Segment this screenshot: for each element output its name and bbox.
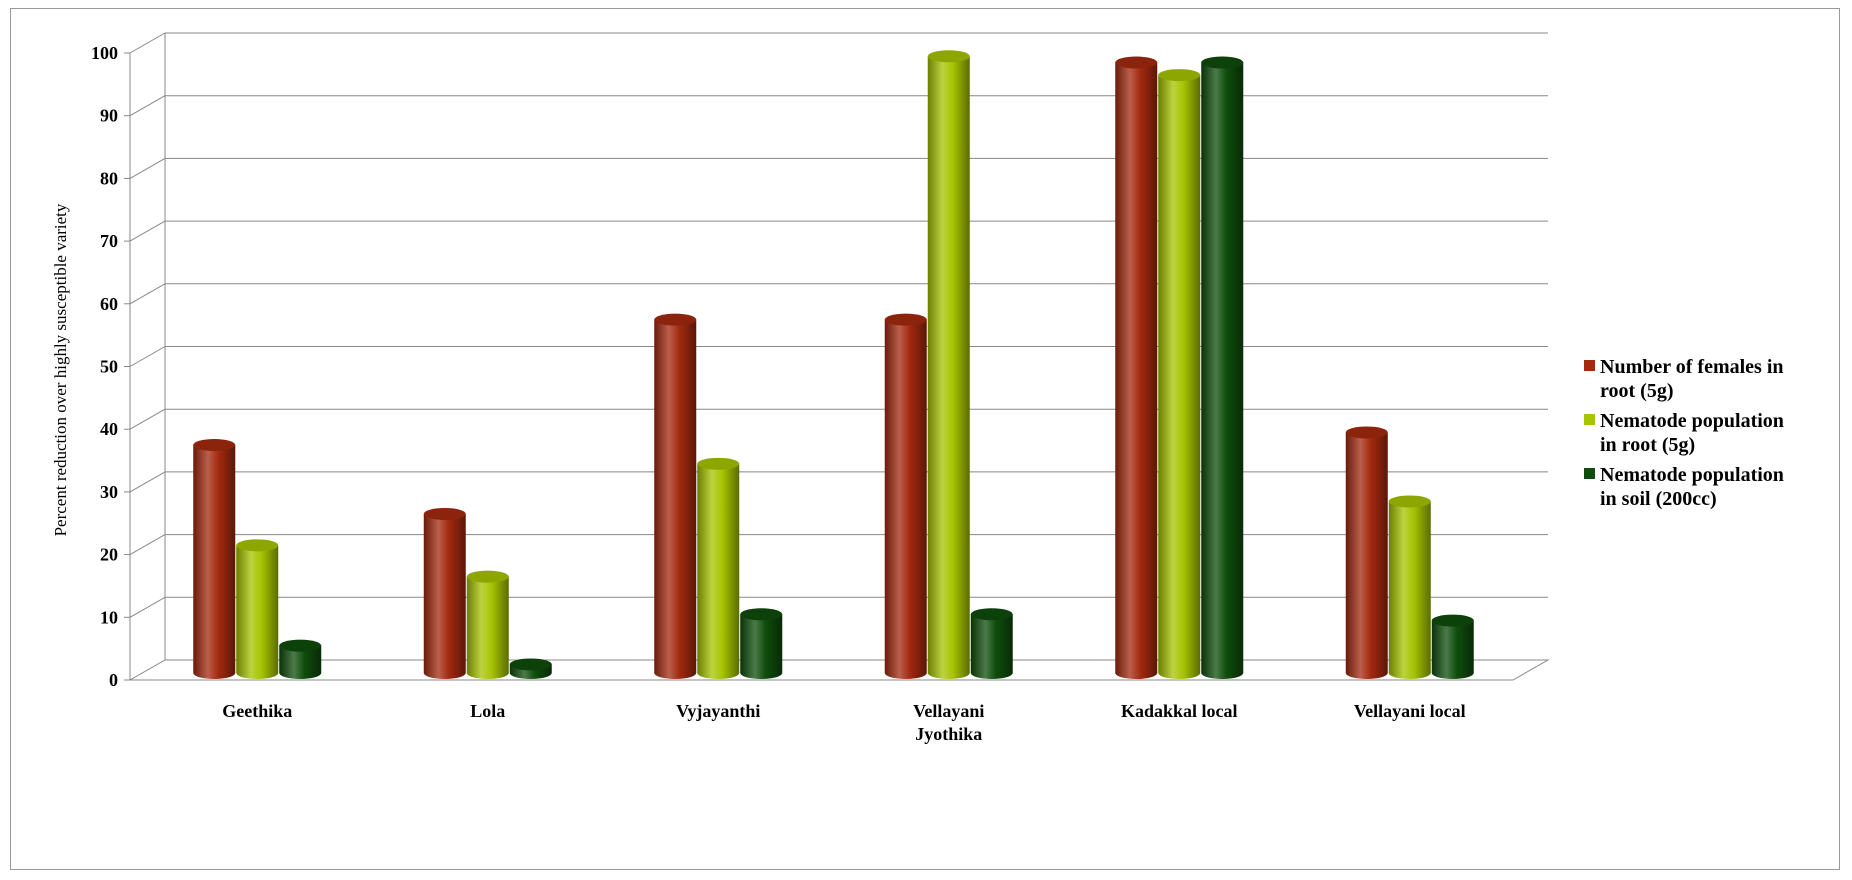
bar xyxy=(970,608,1013,679)
legend-label: Number of females in root (5g) xyxy=(1600,356,1784,402)
legend-swatch xyxy=(1584,468,1595,479)
y-tick-label: 0 xyxy=(109,670,118,690)
legend-entry: Nematode population in soil (200cc) xyxy=(1584,464,1784,510)
y-tick-label: 50 xyxy=(100,357,118,377)
bar xyxy=(423,507,466,679)
bar xyxy=(236,539,279,679)
bar xyxy=(654,313,697,679)
bar xyxy=(1388,495,1431,679)
chart-walls xyxy=(128,33,1550,681)
bar xyxy=(1115,56,1158,680)
bar xyxy=(466,570,509,679)
bar xyxy=(1158,69,1201,679)
bar xyxy=(509,658,552,679)
y-tick-label: 60 xyxy=(100,294,118,314)
y-tick-label: 30 xyxy=(100,482,118,502)
x-tick-label: Vellayani Jyothika xyxy=(913,701,984,744)
legend-label: Nematode population in root (5g) xyxy=(1600,410,1784,456)
y-tick-label: 80 xyxy=(100,168,118,188)
legend: Number of females in root (5g) Nematode po… xyxy=(1584,356,1784,510)
bar xyxy=(279,639,322,679)
y-axis-ticks: 0 10 20 30 40 50 60 70 80 90 100 xyxy=(91,43,118,690)
bar xyxy=(697,457,740,679)
gridlines xyxy=(124,32,1548,681)
bars xyxy=(193,50,1474,680)
legend-entry: Nematode population in root (5g) xyxy=(1584,410,1784,456)
y-tick-label: 100 xyxy=(91,43,118,63)
bar xyxy=(1431,614,1474,679)
bar xyxy=(927,50,970,679)
legend-entry: Number of females in root (5g) xyxy=(1584,356,1784,402)
y-tick-label: 40 xyxy=(100,419,118,439)
y-tick-label: 10 xyxy=(100,607,118,627)
y-tick-label: 70 xyxy=(100,231,118,251)
x-tick-label: Geethika xyxy=(222,701,292,721)
x-tick-label: Kadakkal local xyxy=(1121,701,1238,721)
y-tick-label: 90 xyxy=(100,106,118,126)
bar xyxy=(884,313,927,679)
y-axis-label: Percent reduction over highly susceptibl… xyxy=(51,203,70,536)
x-tick-label: Vyjayanthi xyxy=(676,701,760,721)
y-tick-label: 20 xyxy=(100,545,118,565)
x-axis-labels: Geethika Lola Vyjayanthi Vellayani Jyothika K… xyxy=(222,701,1465,744)
bar xyxy=(193,439,236,679)
x-tick-label: Lola xyxy=(470,701,505,721)
x-tick-label: Vellayani local xyxy=(1354,701,1466,721)
chart-frame xyxy=(10,8,1840,870)
legend-swatch xyxy=(1584,414,1595,425)
legend-label: Nematode population in soil (200cc) xyxy=(1600,464,1784,510)
bar xyxy=(1345,426,1388,679)
bar xyxy=(740,608,783,679)
bar xyxy=(1201,56,1244,680)
legend-swatch xyxy=(1584,360,1595,371)
